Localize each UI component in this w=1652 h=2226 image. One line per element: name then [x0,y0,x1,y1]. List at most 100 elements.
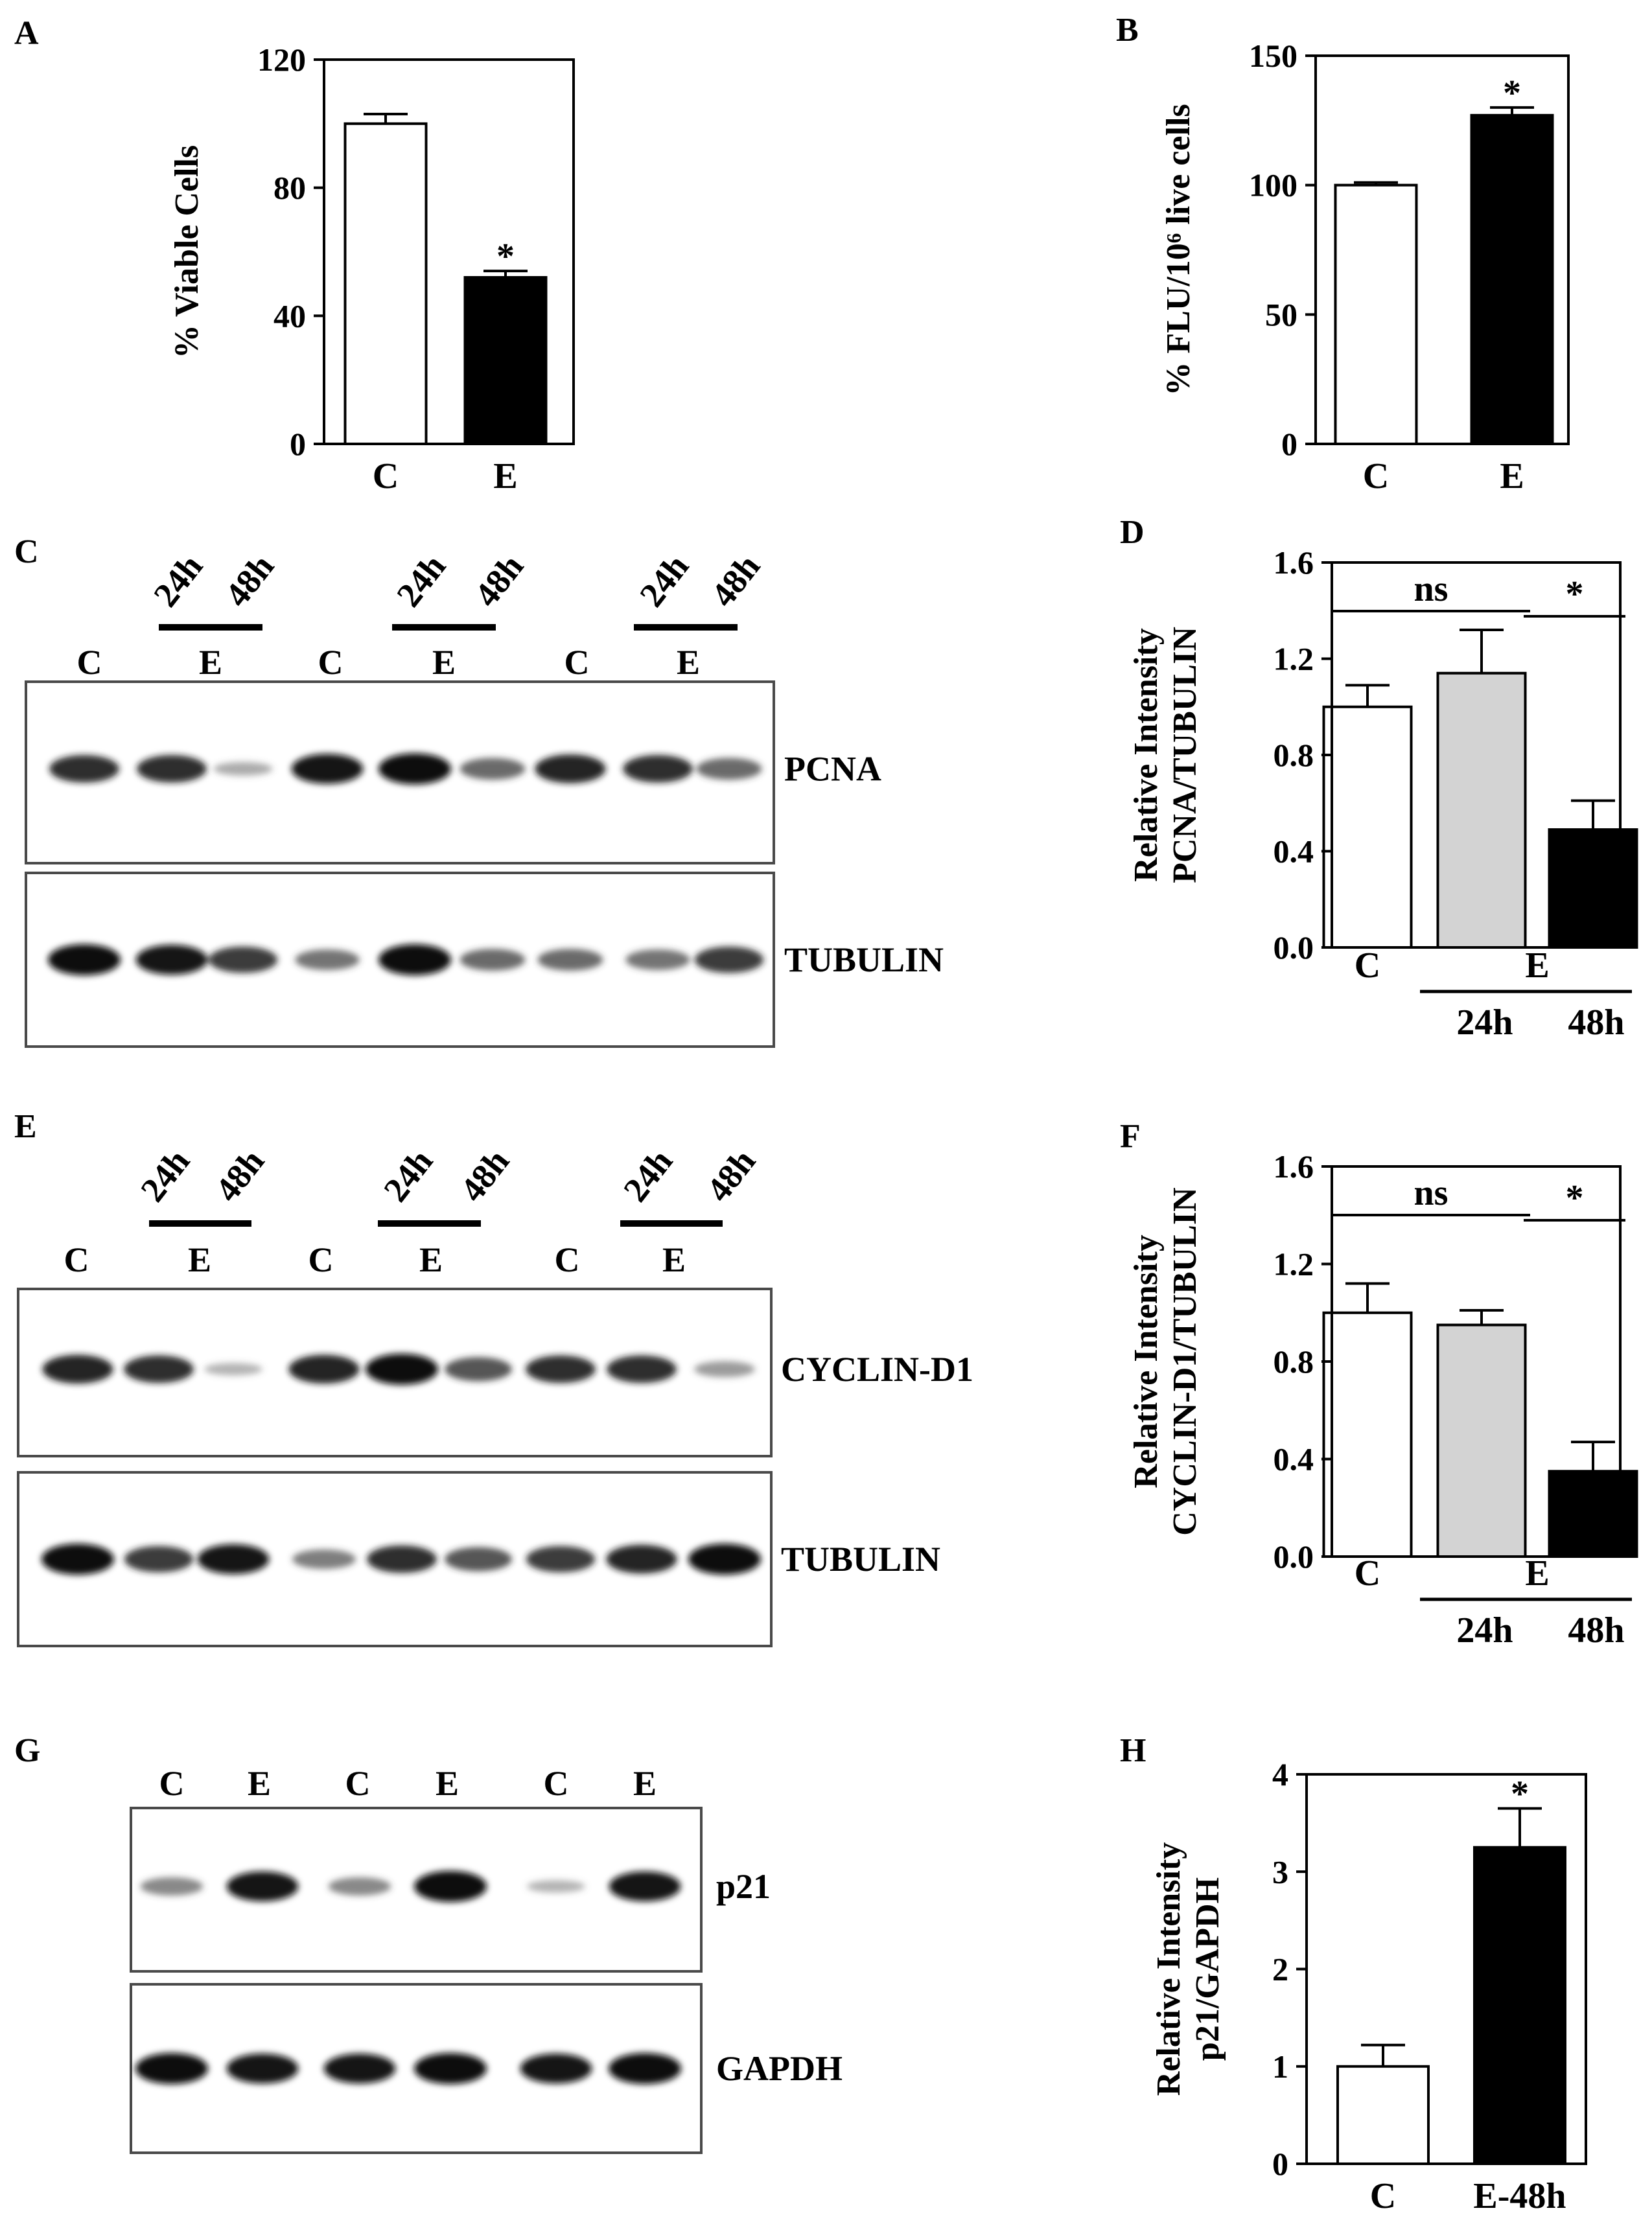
lane-label: E [248,1764,271,1803]
panel-letter-a: A [14,15,39,52]
protein-band [135,944,208,975]
protein-band [366,1353,438,1385]
x-group-label: E [1525,945,1549,986]
protein-band [295,949,360,970]
protein-band [124,1546,194,1573]
protein-band [204,1363,262,1376]
lane-label: E [633,1764,657,1803]
lane-label: C [159,1764,185,1803]
protein-band [226,2053,299,2084]
protein-band [414,2053,487,2084]
y-tick-label: 80 [273,170,306,206]
comparison-label: * [1566,574,1584,614]
y-tick-label: 120 [257,41,306,78]
time-label: 48h [217,547,281,614]
plot-frame [323,58,575,445]
y-tick-label: 1 [1272,2048,1288,2085]
protein-band [527,1880,585,1893]
lane-label: C [564,643,590,682]
time-label: 24h [616,1142,680,1209]
y-tick-label: 0 [1281,426,1297,462]
x-tick-label: E-48h [1473,2176,1566,2216]
significance-star: * [496,237,515,277]
y-tick-label: 0.4 [1274,833,1314,870]
protein-band [49,755,119,783]
protein-band [414,1870,487,1902]
x-tick-label: E [493,456,517,496]
protein-band [208,946,278,973]
protein-band [623,755,693,783]
lane-label: C [77,643,102,682]
protein-band [137,755,207,783]
y-tick-label: 50 [1265,296,1297,332]
panel-letter-c: C [14,533,39,570]
protein-band [291,754,364,784]
bar-c [1322,705,1413,949]
bar-e [463,276,548,445]
time-label: 48h [207,1142,272,1209]
y-tick-label: 0.8 [1274,1343,1314,1380]
x-tick-label: 48h [1568,1003,1624,1043]
y-tick-label: 0.0 [1274,1538,1314,1575]
bar-48h [1548,828,1638,949]
x-tick-label: 24h [1456,1610,1513,1651]
y-tick-label: 1.6 [1274,1148,1314,1185]
y-axis-label: Relative Intensity [1128,1235,1165,1488]
protein-label-gapdh: GAPDH [716,2049,843,2088]
chart-h: 0 1 2 3 4 Relative Intensity p21/GAPDH C E-48h * [1150,1756,1587,2216]
bar-c [1322,1311,1413,1558]
protein-band [445,1357,512,1382]
protein-band [537,949,603,971]
bar-c [343,122,428,445]
lane-label: E [432,643,456,682]
protein-band [607,1355,677,1384]
lane-label: C [555,1240,580,1279]
x-tick-label: 24h [1456,1003,1513,1043]
chart-f: 0.0 0.4 0.8 1.2 1.6 Relative Intensity CYCLIN-… [1128,1148,1638,1651]
protein-band [42,1354,113,1384]
lane-label: C [345,1764,371,1803]
protein-band [328,1877,391,1896]
protein-band [609,1871,681,1902]
comparison-label: * [1566,1178,1584,1218]
panel-letter-f: F [1120,1118,1141,1155]
lane-label: C [308,1240,334,1279]
y-tick-label: 1.2 [1274,1246,1314,1282]
time-label: 24h [146,547,210,614]
protein-band [367,1545,437,1573]
protein-band [140,1877,204,1896]
protein-band [41,1544,114,1575]
protein-band [526,1546,596,1573]
lane-label: E [419,1240,443,1279]
x-group-label: E [1525,1553,1549,1594]
y-tick-label: 0 [290,426,306,462]
panel-letter-b: B [1116,12,1139,49]
x-tick-label: C [1370,2176,1396,2216]
y-axis-label: CYCLIN-D1/TUBULIN [1167,1187,1204,1535]
lane-label: C [544,1764,569,1803]
panel-letter-h: H [1120,1732,1146,1769]
bar-e [1470,113,1554,445]
protein-band [609,2053,681,2084]
protein-band [625,949,690,970]
bar-c [1336,2065,1430,2165]
y-tick-label: 4 [1272,1756,1288,1792]
time-label: 24h [632,547,696,614]
protein-band [135,2053,208,2084]
bar-48h [1548,1470,1638,1558]
protein-band [197,1544,270,1575]
protein-band [535,754,606,783]
protein-label-p21: p21 [716,1867,771,1906]
protein-band [323,2053,396,2084]
time-label: 24h [376,1142,440,1209]
y-axis-label: Relative Intensity [1128,628,1165,881]
protein-band [694,946,764,973]
protein-label-tubulin: TUBULIN [781,1540,940,1579]
y-tick-label: 150 [1249,38,1297,74]
x-tick-label: C [1355,1553,1380,1594]
protein-band [520,2053,592,2084]
protein-band [213,761,273,776]
